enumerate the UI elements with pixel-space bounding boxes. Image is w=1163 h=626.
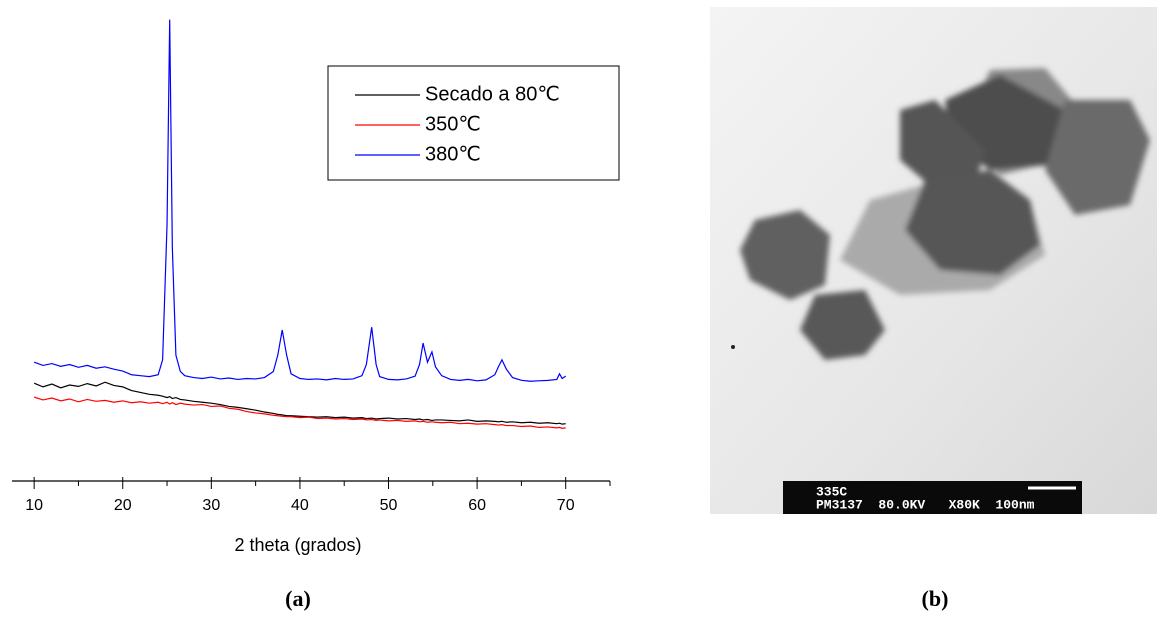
- speck: [731, 345, 735, 349]
- caption-text: 335C: [816, 484, 847, 499]
- x-tick-label: 40: [291, 497, 309, 514]
- xrd-chart: 2 theta (grados) 10 20 30 40 50 60 70 Secado a …: [12, 19, 620, 555]
- x-axis-label: 2 theta (grados): [234, 535, 361, 555]
- legend-label: 350℃: [425, 113, 481, 135]
- caption-text: PM3137 80.0KV X80K 100nm: [816, 497, 1035, 512]
- x-tick-label: 50: [380, 497, 398, 514]
- x-tick-label: 70: [557, 497, 575, 514]
- x-tick-label: 60: [468, 497, 486, 514]
- panel-label: (a): [285, 586, 311, 611]
- legend-label: 380℃: [425, 143, 481, 165]
- legend-box: [327, 65, 620, 181]
- tem-image: 335C PM3137 80.0KV X80K 100nm: [710, 7, 1157, 514]
- panel-label: (b): [922, 586, 949, 611]
- x-tick-label: 10: [25, 497, 43, 514]
- x-tick-label: 20: [114, 497, 132, 514]
- x-tick-label: 30: [202, 497, 220, 514]
- data-line: [33, 381, 566, 425]
- data-line: [33, 396, 566, 429]
- particles: [740, 68, 1150, 360]
- data-line: [33, 19, 567, 382]
- legend-label: Secado a 80℃: [425, 83, 560, 105]
